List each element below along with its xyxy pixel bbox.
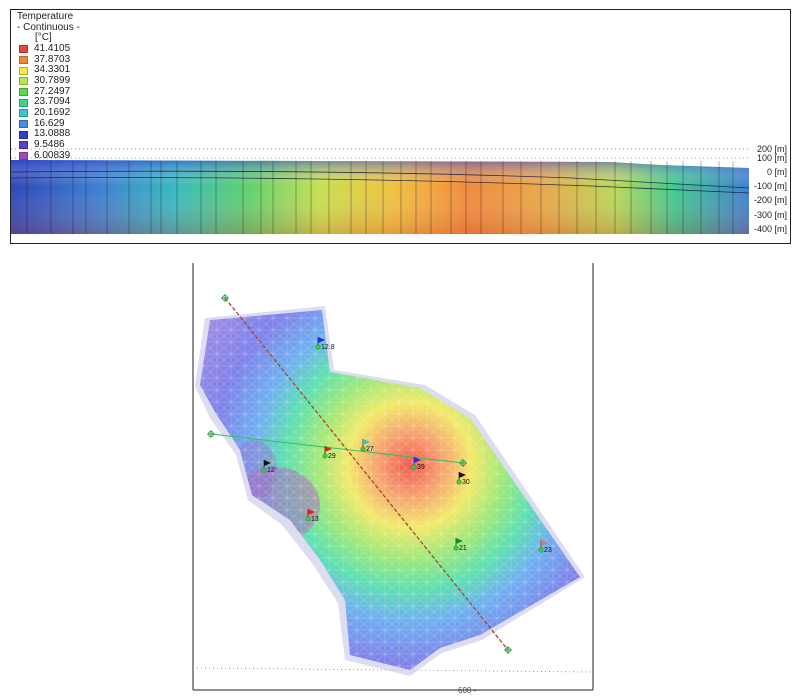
legend-entry: 9.5486 bbox=[17, 139, 80, 151]
well-marker[interactable]: 29 bbox=[322, 446, 336, 460]
legend-label: 9.5486 bbox=[34, 139, 65, 151]
legend-swatch bbox=[19, 152, 28, 160]
wells-layer: 12.8 29 27 39 30 12 13 21 23 bbox=[261, 337, 552, 554]
well-label: 21 bbox=[459, 545, 467, 552]
legend-swatch bbox=[19, 66, 28, 75]
well-marker[interactable]: 23 bbox=[538, 540, 552, 554]
depth-label: 200 [m] bbox=[757, 144, 787, 154]
depth-label: -200 [m] bbox=[754, 195, 787, 205]
well-label: 23 bbox=[544, 547, 552, 554]
section-well-lines bbox=[26, 161, 734, 234]
flag-icon bbox=[318, 337, 325, 343]
legend-subtitle: - Continuous - bbox=[17, 21, 80, 33]
flag-icon bbox=[459, 472, 466, 478]
depth-labels: 200 [m]100 [m] 0 [m] -100 [m] -200 [m] -300 … bbox=[754, 144, 787, 234]
section-depth-shading bbox=[11, 160, 749, 234]
legend-entry: 37.8703 bbox=[17, 54, 80, 65]
legend-entry: 6.00839 bbox=[17, 149, 80, 162]
legend-entries: 41.4105 37.8703 34.3301 30.7899 27.2497 23.70… bbox=[17, 42, 80, 162]
legend-swatch bbox=[19, 77, 28, 86]
cross-section-panel: 200 [m] 100 [m] 0 [m] -100 [m] -200 [m] -300 … bbox=[10, 9, 791, 244]
well-dot bbox=[315, 344, 321, 350]
depth-label: -100 [m] bbox=[754, 181, 787, 191]
legend-label: 23.7094 bbox=[34, 96, 71, 108]
well-dot bbox=[360, 446, 366, 452]
well-label: 12 bbox=[267, 467, 275, 474]
legend-entry: 23.7094 bbox=[17, 97, 80, 108]
well-dot bbox=[411, 464, 417, 470]
legend-swatch bbox=[19, 119, 28, 128]
legend-label: 41.4105 bbox=[34, 42, 71, 54]
well-marker[interactable]: 13 bbox=[305, 509, 319, 523]
well-label: 12.8 bbox=[321, 344, 335, 351]
legend-label: 34.3301 bbox=[34, 64, 71, 76]
legend-entry: 27.2497 bbox=[17, 85, 80, 98]
well-label: 39 bbox=[417, 464, 425, 471]
well-marker[interactable]: 30 bbox=[456, 472, 470, 486]
well-dot bbox=[456, 479, 462, 485]
legend-label: 30.7899 bbox=[34, 74, 71, 86]
legend-entry: 34.3301 bbox=[17, 65, 80, 76]
section-trace-secondary bbox=[210, 433, 464, 464]
flag-icon bbox=[456, 538, 463, 544]
legend: Temperature - Continuous - [°C] 41.4105 3… bbox=[17, 11, 80, 162]
well-marker[interactable]: 12.8 bbox=[315, 337, 335, 351]
trace-endpoint-marker bbox=[221, 294, 229, 302]
flag-icon bbox=[363, 439, 370, 445]
well-marker[interactable]: 12 bbox=[261, 460, 275, 474]
map-axis-label: 600 - bbox=[458, 686, 477, 695]
legend-swatch bbox=[19, 87, 28, 96]
depth-label: 0 [m] bbox=[767, 167, 787, 177]
flag-icon bbox=[308, 509, 315, 515]
legend-label: 13.0888 bbox=[34, 128, 71, 140]
legend-entry: 13.0888 bbox=[17, 129, 80, 140]
legend-title: Temperature bbox=[17, 11, 74, 22]
section-layer-lines bbox=[11, 170, 750, 194]
well-dot bbox=[322, 453, 328, 459]
legend-entry: 41.4105 bbox=[17, 42, 80, 55]
flag-icon bbox=[264, 460, 271, 466]
legend-swatch bbox=[19, 130, 28, 139]
well-label: 13 bbox=[311, 516, 319, 523]
legend-label: 20.1692 bbox=[34, 106, 71, 118]
flag-icon bbox=[325, 446, 332, 452]
depth-label: -300 [m] bbox=[754, 210, 787, 220]
legend-entry: 16.629 bbox=[17, 117, 80, 130]
legend-swatch bbox=[19, 141, 28, 150]
legend-swatch bbox=[19, 109, 28, 118]
well-label: 29 bbox=[328, 453, 336, 460]
flag-icon bbox=[541, 540, 548, 546]
well-dot bbox=[261, 467, 267, 473]
flag-icon bbox=[414, 457, 421, 463]
legend-entry: 30.7899 bbox=[17, 74, 80, 87]
cross-section-plot: 200 [m]100 [m] 0 [m] -100 [m] -200 [m] -300 … bbox=[11, 144, 787, 234]
legend-entry: 20.1692 bbox=[17, 106, 80, 119]
legend-label: 37.8703 bbox=[34, 53, 71, 65]
well-marker[interactable]: 27 bbox=[360, 439, 374, 453]
well-dot bbox=[305, 516, 311, 522]
well-dot bbox=[453, 545, 459, 551]
well-label: 27 bbox=[366, 446, 374, 453]
well-marker[interactable]: 39 bbox=[411, 457, 425, 471]
section-trace-main bbox=[224, 297, 509, 651]
legend-label: 27.2497 bbox=[34, 85, 71, 97]
legend-swatch bbox=[19, 45, 28, 54]
depth-label: -400 [m] bbox=[754, 224, 787, 234]
legend-label: 16.629 bbox=[34, 117, 65, 129]
well-dot bbox=[538, 547, 544, 553]
legend-swatch bbox=[19, 98, 28, 107]
depth-label: 100 [m] bbox=[757, 153, 787, 163]
legend-label: 6.00839 bbox=[34, 149, 71, 161]
trace-endpoint-marker bbox=[459, 459, 467, 467]
legend-swatch bbox=[19, 55, 28, 64]
trace-endpoint-marker bbox=[207, 430, 215, 438]
well-label: 30 bbox=[462, 479, 470, 486]
well-marker[interactable]: 21 bbox=[453, 538, 467, 552]
legend-unit: [°C] bbox=[35, 32, 52, 44]
trace-endpoint-marker bbox=[504, 646, 512, 654]
map-frame bbox=[192, 263, 594, 691]
trace-endpoints bbox=[207, 294, 512, 654]
